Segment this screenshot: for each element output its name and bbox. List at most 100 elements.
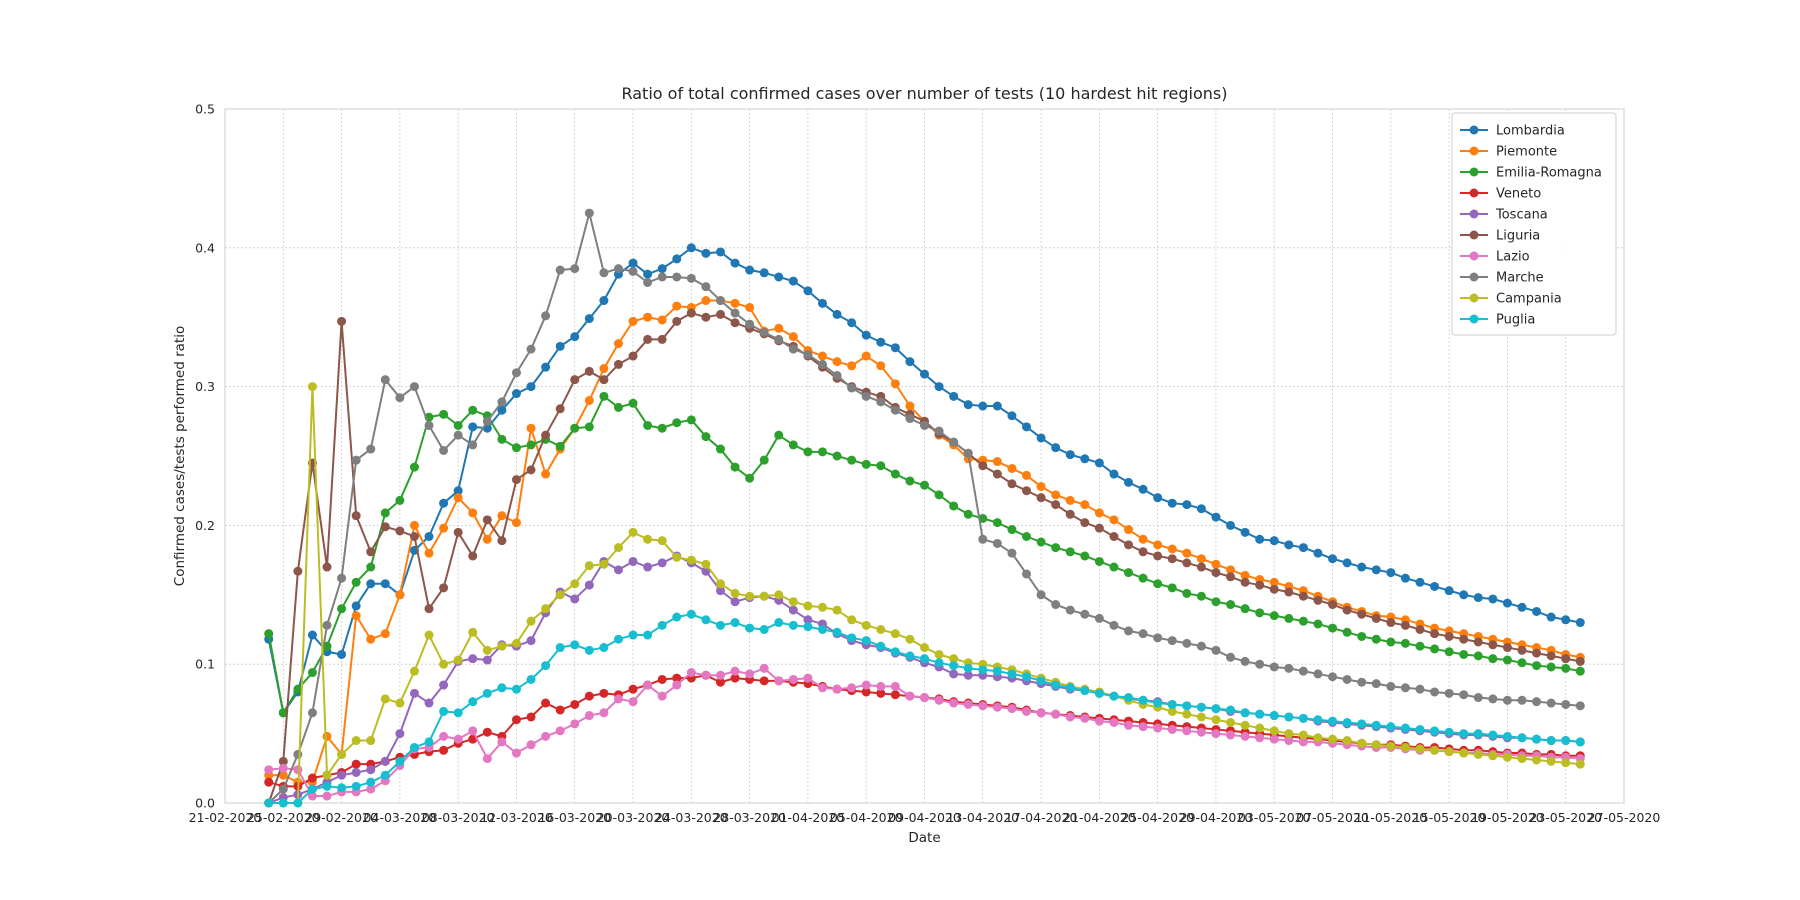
data-point — [730, 308, 740, 318]
data-point — [876, 361, 886, 371]
legend-marker — [1469, 272, 1479, 282]
data-point — [628, 684, 638, 694]
data-point — [497, 641, 507, 651]
data-point — [1459, 690, 1469, 700]
data-point — [278, 708, 288, 718]
legend-label: Lazio — [1496, 250, 1530, 265]
data-point — [1196, 504, 1206, 514]
data-point — [1430, 745, 1440, 755]
data-point — [409, 688, 419, 698]
data-point — [264, 777, 274, 787]
legend-marker — [1469, 251, 1479, 261]
data-point — [1226, 718, 1236, 727]
data-point — [963, 670, 973, 680]
data-point — [657, 558, 667, 568]
series-emilia-romagna — [264, 391, 1585, 718]
data-point — [424, 604, 434, 614]
data-point — [963, 400, 973, 410]
data-point — [730, 258, 740, 268]
data-point — [1196, 554, 1206, 564]
data-point — [978, 534, 988, 544]
data-point — [1488, 654, 1498, 664]
data-point — [759, 591, 769, 601]
data-point — [672, 680, 682, 690]
data-point — [1415, 684, 1425, 694]
data-point — [439, 523, 449, 533]
data-point — [1109, 620, 1119, 630]
data-point — [1371, 634, 1381, 644]
data-point — [832, 309, 842, 319]
x-tick-label: 03-05-2020 — [1238, 810, 1311, 825]
data-point — [628, 556, 638, 566]
chart-title: Ratio of total confirmed cases over numb… — [621, 84, 1227, 103]
data-point — [380, 756, 390, 766]
x-tick-label: 16-03-2020 — [538, 810, 611, 825]
data-point — [278, 798, 288, 808]
data-point — [832, 451, 842, 461]
data-point — [526, 674, 536, 684]
legend-label: Toscana — [1495, 208, 1548, 223]
data-point — [351, 455, 361, 465]
data-point — [1386, 681, 1396, 691]
data-point — [1109, 532, 1119, 541]
data-point — [439, 680, 449, 690]
data-point — [395, 698, 405, 708]
data-point — [1036, 590, 1046, 600]
data-point — [613, 359, 623, 369]
data-point — [1546, 756, 1556, 766]
data-point — [920, 420, 929, 430]
data-point — [1226, 730, 1236, 740]
data-point — [1575, 737, 1585, 747]
data-point — [1459, 590, 1469, 600]
data-point — [1080, 454, 1090, 464]
data-point — [1284, 613, 1294, 623]
data-point — [322, 781, 332, 791]
data-point — [745, 591, 755, 601]
data-point — [409, 462, 419, 472]
x-tick-label: 13-04-2020 — [946, 810, 1019, 825]
data-point — [715, 444, 725, 454]
data-point — [1240, 720, 1250, 730]
data-point — [745, 623, 755, 633]
data-point — [1240, 577, 1250, 587]
data-point — [1022, 532, 1032, 541]
data-point — [1415, 625, 1425, 634]
data-point — [541, 311, 551, 321]
data-point — [599, 643, 609, 653]
data-point — [949, 698, 959, 708]
data-point — [1386, 722, 1396, 732]
data-point — [1328, 672, 1338, 682]
data-point — [817, 625, 827, 634]
data-point — [395, 590, 405, 600]
data-point — [1561, 654, 1571, 664]
data-point — [1269, 584, 1279, 594]
data-point — [541, 362, 551, 372]
data-point — [1459, 634, 1469, 644]
data-point — [1342, 605, 1352, 615]
data-point — [1036, 708, 1046, 718]
data-point — [1517, 645, 1527, 655]
data-point — [1357, 719, 1367, 729]
data-point — [817, 359, 827, 369]
data-point — [1036, 493, 1046, 503]
x-tick-label: 29-02-2020 — [305, 810, 378, 825]
data-point — [643, 420, 653, 430]
data-point — [817, 351, 827, 361]
legend: Lombardia Piemonte Emilia-Romagna Veneto Tos… — [1451, 112, 1617, 336]
data-point — [992, 666, 1002, 676]
data-point — [745, 319, 755, 329]
data-point — [861, 459, 871, 469]
legend-marker — [1469, 125, 1479, 135]
data-point — [1415, 641, 1425, 651]
data-point — [1167, 699, 1177, 709]
data-point — [920, 693, 929, 703]
data-point — [1153, 633, 1163, 643]
data-point — [453, 708, 463, 718]
data-point — [307, 630, 317, 640]
data-point — [963, 663, 973, 673]
data-point — [380, 508, 390, 518]
data-point — [395, 729, 405, 739]
data-point — [1240, 708, 1250, 718]
data-point — [686, 609, 696, 619]
data-point — [978, 401, 988, 411]
